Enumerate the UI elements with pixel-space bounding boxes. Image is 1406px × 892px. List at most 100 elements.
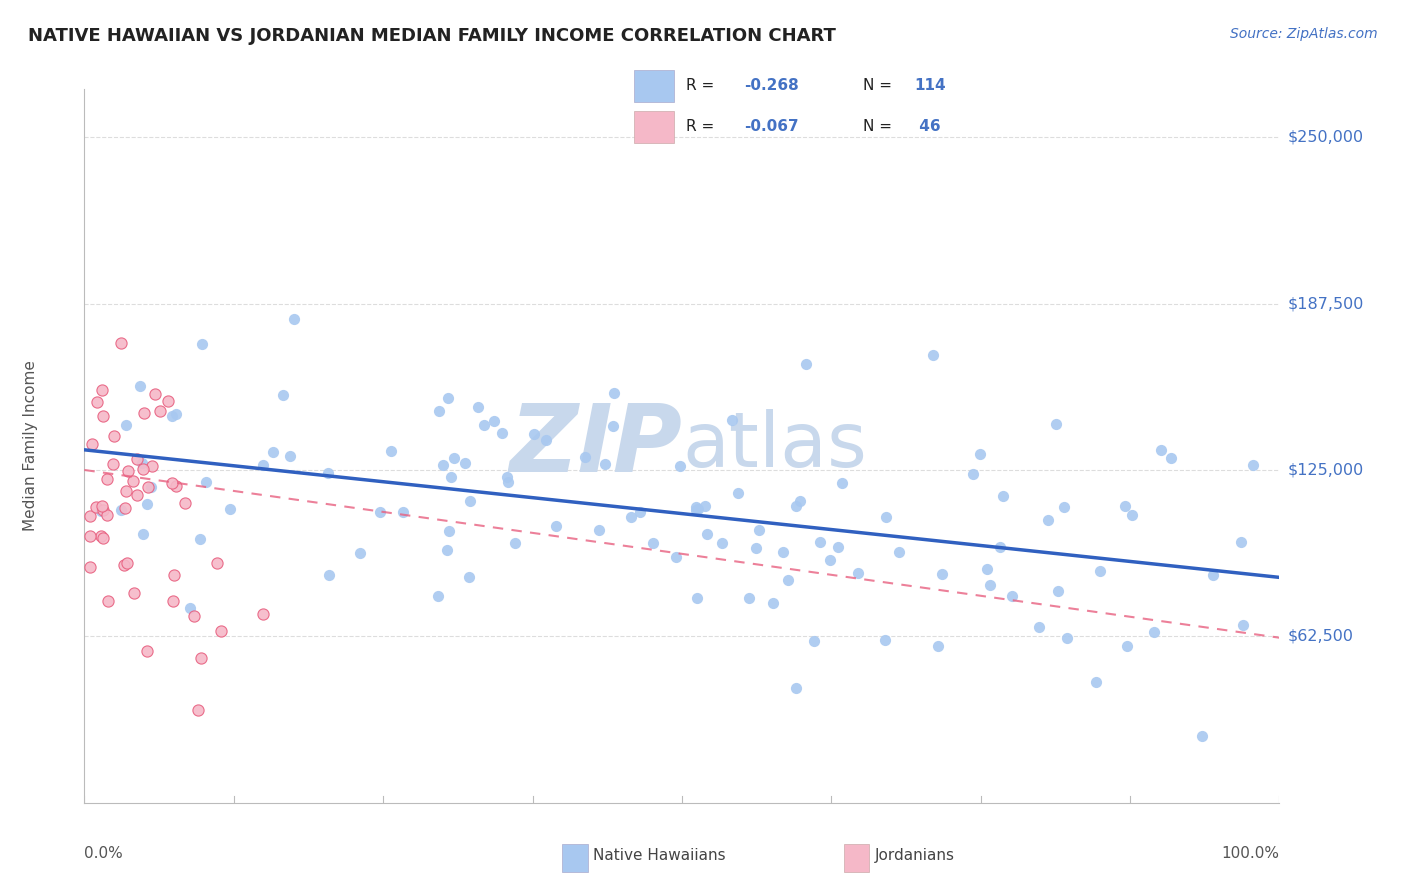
Point <box>665 550 688 565</box>
Text: Source: ZipAtlas.com: Source: ZipAtlas.com <box>1230 27 1378 41</box>
Point <box>135 497 157 511</box>
Point <box>115 556 138 570</box>
Point <box>132 406 155 420</box>
Text: R =: R = <box>686 120 718 134</box>
Point <box>467 400 489 414</box>
Point <box>122 586 145 600</box>
Point <box>1229 534 1251 549</box>
Point <box>641 535 664 549</box>
Point <box>686 591 709 606</box>
Point <box>962 467 984 481</box>
Point <box>1045 417 1067 431</box>
Point <box>808 534 831 549</box>
Text: 114: 114 <box>914 78 945 93</box>
Point <box>112 558 135 572</box>
Point <box>1191 729 1213 743</box>
Point <box>887 545 910 559</box>
Point <box>271 388 294 402</box>
Point <box>191 336 214 351</box>
Point <box>114 500 136 515</box>
Point <box>84 500 107 515</box>
Point <box>316 466 339 480</box>
Bar <box>634 111 673 143</box>
Point <box>205 556 228 570</box>
Point <box>1115 640 1137 654</box>
Point <box>136 643 159 657</box>
Text: ZIP: ZIP <box>509 400 682 492</box>
Point <box>602 418 624 433</box>
Point <box>1028 620 1050 634</box>
Point <box>522 426 544 441</box>
Point <box>91 499 114 513</box>
Point <box>803 634 825 648</box>
Point <box>1046 583 1069 598</box>
Point <box>846 566 869 581</box>
Point <box>931 566 953 581</box>
Point <box>91 532 114 546</box>
Point <box>96 473 118 487</box>
Text: 0.0%: 0.0% <box>84 846 124 861</box>
Point <box>165 407 187 421</box>
Point <box>103 428 125 442</box>
Point <box>693 500 716 514</box>
Point <box>544 518 567 533</box>
Point <box>1088 564 1111 578</box>
Point <box>1143 624 1166 639</box>
Point <box>458 569 481 583</box>
Point <box>380 443 402 458</box>
Point <box>827 541 849 555</box>
Point <box>101 458 124 472</box>
Point <box>125 452 148 467</box>
Point <box>818 553 841 567</box>
Point <box>437 524 460 538</box>
Point <box>392 505 415 519</box>
Point <box>194 475 217 490</box>
Point <box>110 335 132 350</box>
Point <box>748 523 770 537</box>
Point <box>603 386 626 401</box>
Point <box>496 469 519 483</box>
Text: R =: R = <box>686 78 718 93</box>
Text: -0.067: -0.067 <box>745 120 799 134</box>
Point <box>156 394 179 409</box>
Point <box>131 456 153 470</box>
Point <box>593 457 616 471</box>
Text: $250,000: $250,000 <box>1288 129 1364 145</box>
Point <box>110 503 132 517</box>
Point <box>1053 500 1076 515</box>
Point <box>141 459 163 474</box>
Point <box>174 495 197 509</box>
Point <box>685 500 707 515</box>
Point <box>1160 451 1182 466</box>
Point <box>160 409 183 424</box>
Point <box>427 589 450 603</box>
Point <box>252 607 274 621</box>
Text: N =: N = <box>863 78 897 93</box>
Text: N =: N = <box>863 120 897 134</box>
Point <box>762 596 785 610</box>
Point <box>122 474 145 488</box>
Point <box>482 414 505 428</box>
Point <box>187 703 209 717</box>
Point <box>745 541 768 555</box>
Point <box>454 457 477 471</box>
Point <box>437 391 460 405</box>
Point <box>443 451 465 466</box>
Point <box>91 502 114 516</box>
Point <box>785 499 807 513</box>
Bar <box>634 70 673 102</box>
Point <box>988 540 1011 554</box>
Point <box>686 502 709 516</box>
Point <box>283 312 305 326</box>
Point <box>218 501 240 516</box>
Point <box>1085 674 1108 689</box>
Point <box>873 633 896 648</box>
Point <box>620 510 643 524</box>
Point <box>1114 499 1136 513</box>
Point <box>727 485 749 500</box>
Point <box>132 462 155 476</box>
Point <box>128 379 150 393</box>
Text: Jordanians: Jordanians <box>875 848 955 863</box>
Point <box>1149 443 1171 458</box>
Point <box>789 494 811 508</box>
